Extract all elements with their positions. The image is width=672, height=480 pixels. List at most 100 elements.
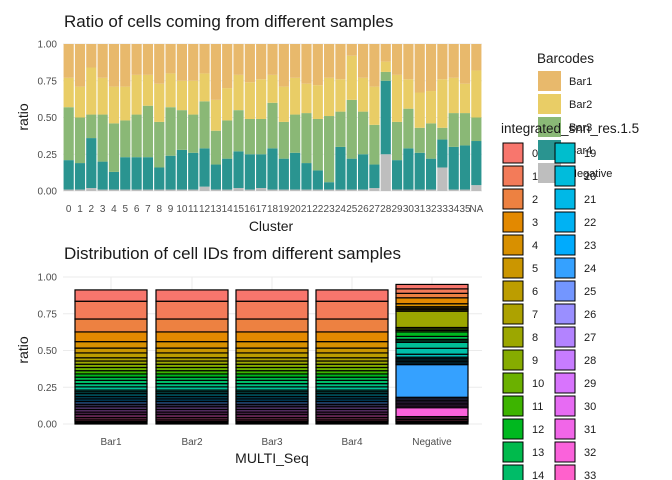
- bar-segment-bar1: [437, 44, 448, 80]
- bar-segment-bar3: [97, 114, 108, 162]
- bar-segment-bar2: [244, 82, 255, 119]
- bar-segment-bar2: [222, 88, 233, 121]
- top-y-tick-label: 1.00: [38, 40, 58, 51]
- bar-segment-bar4: [369, 164, 380, 189]
- top-x-tick-label: 34: [448, 204, 460, 215]
- bar-segment-bar4: [154, 167, 165, 190]
- cluster-legend-label: 22: [584, 217, 596, 229]
- bar-segment-bar4: [142, 157, 154, 190]
- cluster-legend-swatch: [502, 464, 524, 480]
- cluster-legend-swatch: [554, 349, 576, 371]
- bar-segment-bar3: [210, 130, 221, 165]
- top-x-tick-label: 29: [392, 204, 404, 215]
- bar-segment-cluster-0: [74, 289, 148, 302]
- bar-segment-bar1: [86, 44, 97, 68]
- bar-segment-bar2: [301, 83, 312, 114]
- top-y-axis-label: ratio: [15, 103, 31, 130]
- bar-segment-bar3: [165, 107, 176, 156]
- bar-segment-bar4: [380, 80, 391, 155]
- bar-segment-cluster-4: [235, 341, 309, 349]
- cluster-legend-swatch: [502, 418, 524, 440]
- bar-segment-negative: [471, 185, 482, 191]
- top-bars: [63, 44, 482, 191]
- bar-segment-negative: [120, 189, 131, 191]
- cluster-legend-swatch: [502, 234, 524, 256]
- bar-segment-bar2: [437, 79, 448, 128]
- bar-segment-bar2: [120, 86, 131, 121]
- bar-segment-bar3: [120, 120, 131, 158]
- barcodes-legend-swatch: [538, 94, 561, 114]
- top-x-tick-label: 18: [267, 204, 279, 215]
- bar-segment-bar1: [403, 44, 414, 80]
- bar-segment-cluster-2: [315, 318, 389, 333]
- cluster-legend-swatch: [554, 188, 576, 210]
- bar-segment-cluster-5: [155, 347, 229, 354]
- top-x-tick-label: 0: [66, 204, 72, 215]
- bar-segment-negative: [357, 189, 369, 191]
- cluster-legend-swatch: [554, 165, 576, 187]
- bar-segment-negative: [256, 188, 267, 191]
- bar-segment-bar1: [244, 44, 255, 83]
- top-x-tick-label: 2: [89, 204, 95, 215]
- bar-segment-bar1: [312, 44, 323, 86]
- bar-segment-negative: [176, 189, 188, 191]
- bar-segment-bar4: [188, 152, 199, 190]
- bar-segment-bar4: [165, 155, 176, 190]
- bar-segment-negative: [244, 189, 255, 191]
- bar-segment-bar3: [256, 118, 267, 155]
- bar-segment-bar2: [459, 83, 471, 114]
- bar-segment-bar4: [437, 139, 448, 168]
- cluster-legend-label: 7: [532, 309, 538, 321]
- bar-segment-bar3: [131, 114, 142, 158]
- bar-segment-bar3: [199, 101, 210, 149]
- top-x-tick-label: 26: [358, 204, 370, 215]
- bar-segment-bar4: [301, 163, 312, 190]
- bar-segment-bar2: [199, 73, 210, 102]
- bottom-x-axis-label: MULTI_Seq: [235, 450, 309, 466]
- bar-segment-bar1: [120, 44, 131, 87]
- bar-segment-cluster-4: [74, 341, 148, 349]
- bar-segment-bar1: [369, 44, 380, 87]
- cluster-legend-label: 29: [584, 378, 596, 390]
- bar-segment-bar1: [142, 44, 154, 75]
- barcodes-legend-title: Barcodes: [537, 51, 594, 66]
- bar-segment-negative: [97, 189, 108, 191]
- cluster-legend-label: 23: [584, 240, 596, 252]
- bar-segment-bar3: [357, 111, 369, 155]
- cluster-legend-swatch: [502, 303, 524, 325]
- bar-segment-bar2: [256, 79, 267, 119]
- top-x-tick-label: 30: [403, 204, 415, 215]
- bar-segment-bar2: [448, 77, 459, 114]
- bar-segment-cluster-12: [395, 331, 469, 337]
- bar-segment-cluster-3: [315, 331, 389, 343]
- top-x-tick-label: 17: [256, 204, 268, 215]
- bar-segment-bar1: [267, 44, 278, 75]
- bar-segment-bar2: [391, 74, 403, 122]
- bar-segment-bar4: [414, 152, 425, 190]
- bar-segment-bar3: [471, 117, 482, 142]
- bar-segment-cluster-1: [235, 300, 309, 320]
- cluster-legend-label: 0: [532, 148, 538, 160]
- bar-segment-negative: [154, 189, 165, 191]
- cluster-legend-swatch: [502, 349, 524, 371]
- cluster-legend-label: 30: [584, 401, 596, 413]
- bar-segment-bar1: [222, 44, 233, 89]
- bar-segment-bar2: [369, 86, 380, 125]
- bar-segment-bar4: [425, 158, 437, 190]
- cluster-legend-swatch: [554, 441, 576, 463]
- bar-segment-bar4: [278, 158, 289, 190]
- bar-segment-bar1: [459, 44, 471, 84]
- bar-segment-bar1: [290, 44, 301, 78]
- bar-segment-bar4: [391, 160, 403, 190]
- bar-segment-bar1: [357, 44, 369, 78]
- cluster-legend-swatch: [502, 211, 524, 233]
- bar-segment-bar4: [222, 158, 233, 190]
- cluster-legend-label: 26: [584, 309, 596, 321]
- bar-segment-bar3: [380, 71, 391, 81]
- bar-segment-bar2: [324, 77, 335, 117]
- bar-segment-bar2: [380, 61, 391, 72]
- barcodes-legend-label: Bar1: [569, 76, 592, 88]
- cluster-legend-label: 1: [532, 171, 538, 183]
- bar-segment-bar1: [301, 44, 312, 84]
- bar-segment-bar1: [188, 44, 199, 81]
